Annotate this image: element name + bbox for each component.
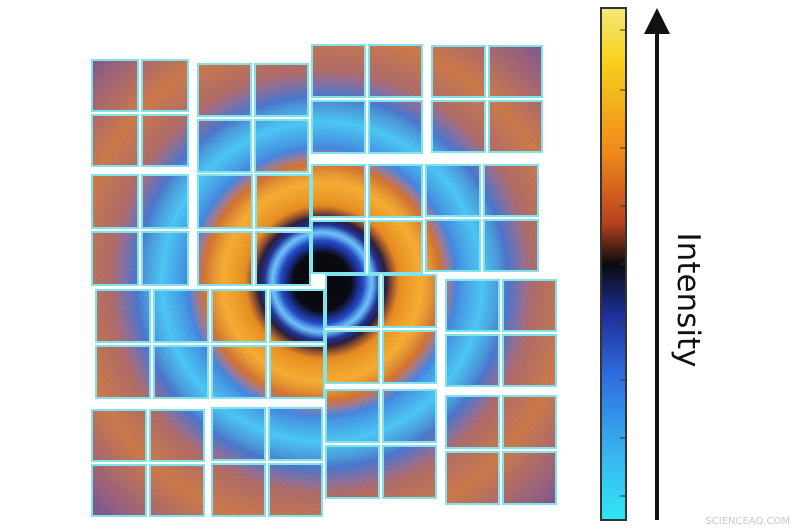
panel-frame [211, 345, 267, 399]
panel-frame [488, 45, 543, 98]
panel-frame [197, 119, 252, 173]
panel-frame [445, 395, 500, 449]
panel-frame [368, 100, 423, 154]
panel-frame [269, 345, 325, 399]
panel-frame [311, 100, 366, 154]
colorbar-ticks [620, 29, 626, 497]
panel-frame [382, 330, 437, 384]
panel-frame [211, 463, 266, 517]
panel-frame [325, 330, 380, 384]
panel-frame [325, 274, 380, 328]
panel-frame [95, 289, 151, 343]
panel-frame [197, 63, 252, 117]
panel-frame [269, 289, 325, 343]
panel-frame [502, 395, 557, 449]
panel-frame [325, 445, 380, 499]
panel-frame [368, 164, 423, 218]
panel-frame [268, 463, 323, 517]
panel-frame [325, 389, 380, 443]
panel-frame [368, 220, 423, 274]
panel-frame [255, 174, 311, 229]
panel-frame [91, 464, 147, 517]
panel-frame [141, 59, 189, 112]
panel-frame [254, 63, 309, 117]
panel-frame [488, 100, 543, 153]
panel-frame [153, 289, 209, 343]
panel-frame [95, 345, 151, 399]
panel-frame [91, 409, 147, 462]
panel-frame [368, 44, 423, 98]
panel-frame [268, 407, 323, 461]
panel-frame [91, 231, 139, 286]
panel-frame [431, 45, 486, 98]
panel-frame [91, 59, 139, 112]
panel-frame [445, 334, 500, 387]
panel-frame [425, 164, 481, 217]
panel-frame [149, 464, 205, 517]
panel-frame [445, 451, 500, 505]
panel-frame [197, 231, 253, 286]
panel-frame [197, 174, 253, 229]
panel-frame [311, 164, 366, 218]
panel-frame [382, 389, 437, 443]
panel-frame [211, 407, 266, 461]
panel-frame [149, 409, 205, 462]
panel-frame [91, 174, 139, 229]
panel-frame [445, 279, 500, 332]
panel-frame [255, 231, 311, 286]
panel-frame [425, 219, 481, 272]
panel-frame [502, 334, 557, 387]
panel-frame [382, 445, 437, 499]
panel-frame [502, 451, 557, 505]
panel-frame [254, 119, 309, 173]
panel-frame [311, 220, 366, 274]
panel-frame [211, 289, 267, 343]
panel-frame [153, 345, 209, 399]
watermark: SCIENCEAQ.COM [705, 516, 790, 527]
panel-frame [141, 114, 189, 167]
panel-frame [483, 164, 539, 217]
axis-label: Intensity [670, 233, 706, 368]
panel-frame [91, 114, 139, 167]
panel-frames [91, 44, 557, 517]
panel-frame [502, 279, 557, 332]
arrow-head [644, 8, 670, 34]
panel-frame [141, 174, 189, 229]
panel-frame [431, 100, 486, 153]
panel-frame [382, 274, 437, 328]
panel-frame [141, 231, 189, 286]
panel-frame [311, 44, 366, 98]
panel-frame [483, 219, 539, 272]
